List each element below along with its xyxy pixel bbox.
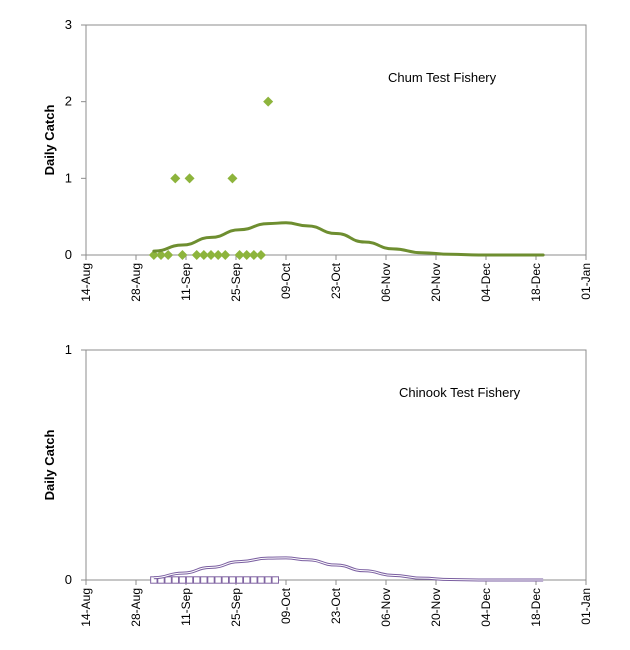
chum-data-point — [263, 96, 274, 107]
chum-y-axis-label: Daily Catch — [42, 105, 57, 176]
chinook-data-point — [221, 576, 229, 584]
chum-y-tick-label: 3 — [65, 17, 72, 32]
chum-y-tick-label: 2 — [65, 94, 72, 109]
chinook-y-tick-label: 1 — [65, 342, 72, 357]
chinook-data-point — [228, 576, 237, 584]
chinook-x-tick-label: 09-Oct — [279, 587, 293, 624]
chinook-data-point — [243, 576, 251, 584]
chinook-data-point — [214, 576, 222, 584]
chinook-x-tick-label: 20-Nov — [429, 588, 443, 627]
chum-plot-area — [85, 24, 587, 256]
chum-x-tick-label: 18-Dec — [529, 263, 543, 302]
chinook-data-point — [207, 576, 215, 584]
chum-x-tick-label: 20-Nov — [429, 263, 443, 302]
chinook-x-tick-label: 01-Jan — [579, 588, 593, 625]
chum-data-point — [191, 250, 202, 260]
chinook-x-tick-label: 18-Dec — [529, 588, 543, 627]
chum-x-tick-label: 09-Oct — [279, 262, 293, 299]
chinook-x-tick-label: 14-Aug — [79, 588, 93, 627]
chinook-data-point — [171, 576, 179, 584]
chinook-chart: Daily Catch Chinook Test Fishery 0 1 14-Au… — [42, 342, 593, 627]
chinook-data-point — [178, 576, 187, 584]
chum-x-tick-label: 25-Sep — [229, 263, 243, 302]
chum-data-point — [256, 250, 266, 260]
chum-data-point — [213, 250, 224, 260]
chinook-annotation: Chinook Test Fishery — [399, 385, 521, 400]
chum-data-point — [163, 250, 174, 260]
chinook-x-tick-label: 06-Nov — [379, 588, 393, 627]
chinook-data-point — [235, 576, 244, 584]
chum-data-point — [241, 250, 252, 260]
chinook-data-point — [185, 576, 194, 584]
chinook-x-tick-label: 23-Oct — [329, 587, 343, 624]
chinook-data-point — [271, 576, 279, 584]
chum-x-tick-label: 23-Oct — [329, 262, 343, 299]
chum-data-point — [184, 173, 195, 184]
chum-data-point — [170, 173, 181, 184]
chinook-data-point — [193, 576, 201, 584]
chum-annotation: Chum Test Fishery — [388, 70, 497, 85]
chum-data-point — [220, 250, 231, 260]
chum-x-tick-label: 01-Jan — [579, 263, 593, 300]
chinook-data-point — [164, 576, 172, 584]
chinook-x-tick-label: 28-Aug — [129, 588, 143, 627]
chum-x-tick-label: 14-Aug — [79, 263, 93, 302]
chum-data-point — [234, 250, 245, 260]
chum-y-tick-label: 1 — [65, 170, 72, 185]
chum-x-tick-label: 11-Sep — [179, 263, 193, 301]
chum-chart: Daily Catch Chum Test Fishery 0 1 2 3 14-Aug… — [42, 17, 593, 302]
chinook-data-point — [257, 576, 265, 584]
chum-data-point — [206, 250, 216, 260]
chum-data-point — [156, 250, 166, 260]
chinook-y-axis-label: Daily Catch — [42, 430, 57, 501]
chum-y-tick-label: 0 — [65, 247, 72, 262]
chum-x-tick-label: 06-Nov — [379, 263, 393, 302]
chinook-data-point — [200, 576, 208, 584]
chum-x-tick-label: 04-Dec — [479, 263, 493, 302]
chum-data-point — [248, 250, 259, 260]
chum-x-tick-label: 28-Aug — [129, 263, 143, 302]
chum-trend-line — [152, 221, 545, 257]
chinook-data-point — [250, 576, 258, 584]
chum-data-point — [227, 173, 238, 184]
chinook-trend-line-inner — [153, 557, 544, 581]
chum-data-point — [177, 250, 188, 260]
chinook-data-point — [264, 576, 272, 584]
chinook-y-tick-label: 0 — [65, 572, 72, 587]
chinook-x-tick-label: 11-Sep — [179, 588, 193, 626]
chinook-x-tick-label: 04-Dec — [479, 588, 493, 627]
chum-data-point — [198, 250, 209, 260]
chinook-x-tick-label: 25-Sep — [229, 588, 243, 627]
